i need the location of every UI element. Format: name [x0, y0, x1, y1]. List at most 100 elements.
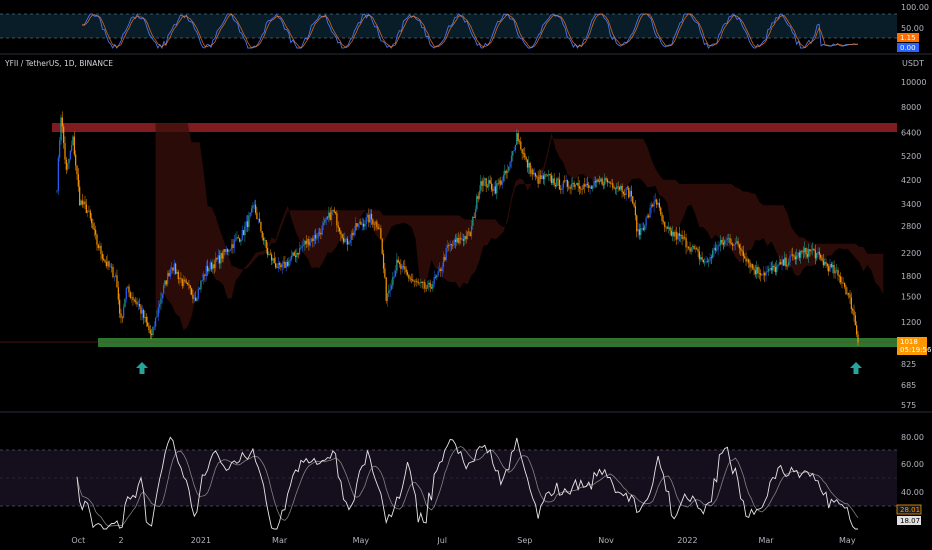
candle-body [842, 282, 844, 284]
candle-body [640, 228, 642, 236]
candle-body [60, 117, 62, 141]
candle-body [332, 209, 334, 211]
candle-body [817, 251, 819, 254]
candle-body [470, 225, 473, 236]
candle-body [562, 180, 565, 188]
candle-body [536, 176, 538, 178]
candle-body [677, 233, 679, 240]
candle-body [68, 158, 70, 164]
candle-body [512, 151, 514, 156]
price-tick-label: 575 [901, 401, 916, 410]
candle-body [580, 188, 582, 190]
candle-body [156, 316, 158, 318]
candle-body [625, 187, 627, 196]
candle-body [135, 300, 137, 302]
candle-body [849, 294, 851, 298]
candle-body [514, 144, 517, 151]
candle-body [484, 178, 486, 180]
candle-body [119, 299, 121, 314]
candle-body [633, 203, 635, 207]
candle-body [478, 190, 481, 199]
candle-body [505, 170, 507, 174]
candle-body [325, 217, 327, 220]
candle-body [734, 242, 736, 245]
candle-body [632, 196, 634, 204]
candle-body [394, 270, 397, 277]
candle-body [726, 238, 728, 240]
candle-body [306, 239, 309, 244]
candle-body [140, 306, 142, 314]
candle-body [365, 217, 367, 225]
candle-body [550, 175, 553, 184]
candle-body [248, 215, 250, 228]
price-tick-label: 685 [901, 381, 916, 390]
candle-body [273, 258, 275, 264]
candle-body [572, 182, 574, 185]
candle-body [657, 202, 659, 205]
candle-body [524, 153, 526, 158]
candle-body [350, 232, 353, 240]
candle-body [498, 180, 501, 184]
candle-body [650, 204, 653, 208]
candle-body [541, 175, 543, 180]
candle-body [183, 279, 185, 287]
candle-body [533, 172, 535, 175]
candle-body [806, 254, 808, 257]
candle-body [792, 254, 794, 256]
candle-body [834, 270, 836, 274]
candle-body [196, 298, 198, 301]
candle-body [652, 204, 654, 207]
time-axis-label: May [839, 536, 856, 545]
candle-body [160, 298, 162, 304]
candle-body [69, 150, 71, 159]
candle-body [104, 260, 106, 262]
candle-body [440, 269, 442, 271]
candle-body [200, 280, 202, 290]
candle-body [464, 235, 466, 241]
candle-body [732, 243, 734, 246]
candle-body [124, 298, 126, 307]
candle-body [280, 264, 282, 268]
candle-body [314, 234, 317, 239]
candle-body [704, 262, 706, 263]
candle-body [474, 209, 477, 218]
candle-body [282, 261, 285, 264]
candle-body [233, 239, 235, 248]
candle-body [592, 185, 594, 189]
candle-body [556, 178, 558, 187]
candle-body [554, 185, 557, 187]
candle-body [574, 184, 577, 187]
candle-body [145, 316, 147, 323]
candle-body [308, 239, 310, 246]
candle-body [167, 272, 169, 285]
candle-body [445, 247, 447, 261]
candle-body [549, 174, 551, 176]
candle-body [181, 279, 183, 287]
candle-body [810, 249, 812, 252]
candle-body [100, 245, 102, 254]
candle-body [301, 245, 303, 248]
price-pane: YFII / TetherUS, 1D, BINANCE USDT 10000 8… [0, 59, 932, 410]
candle-body [809, 249, 811, 252]
candle-body [833, 264, 835, 274]
resistance-zone [52, 123, 897, 132]
candle-body [107, 261, 109, 267]
candle-body [313, 234, 315, 241]
candle-body [229, 249, 231, 251]
candle-body [769, 267, 771, 269]
candle-body [441, 266, 443, 271]
candle-body [294, 255, 297, 258]
candle-body [390, 285, 393, 290]
candle-body [570, 184, 573, 189]
candle-body [165, 280, 167, 285]
candle-body [433, 277, 435, 285]
candle-body [185, 281, 187, 283]
candle-body [845, 286, 847, 295]
candle-body [385, 277, 387, 301]
candle-body [56, 190, 58, 192]
candle-body [674, 231, 677, 237]
candle-body [201, 279, 203, 281]
candle-body [605, 178, 607, 180]
candle-body [530, 169, 533, 174]
candle-body [826, 263, 828, 267]
